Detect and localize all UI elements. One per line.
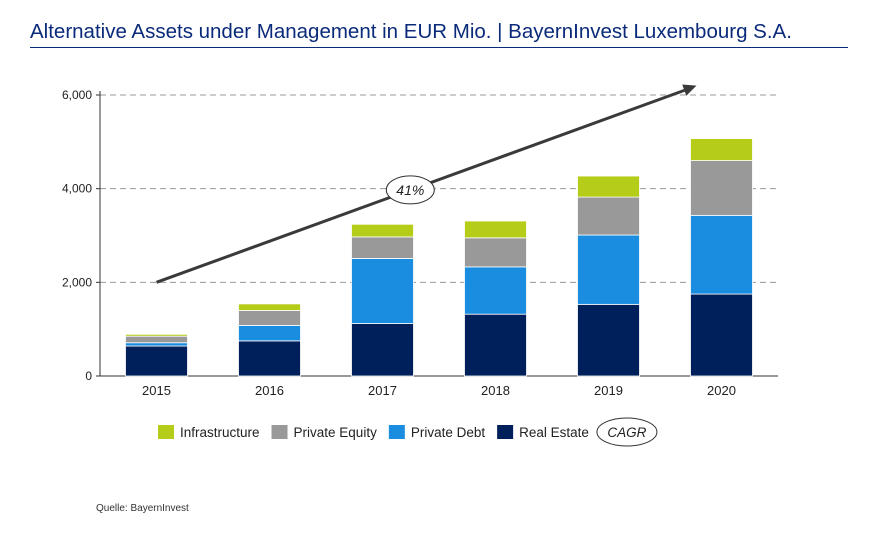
- bar-segment-private-equity: [351, 236, 414, 259]
- bar-segment-real-estate: [351, 323, 414, 377]
- bar-segment-real-estate: [690, 293, 753, 377]
- legend-label: Private Debt: [411, 425, 486, 440]
- bar-segment-private-debt: [577, 234, 640, 305]
- bar-segment-private-equity: [125, 335, 188, 344]
- cagr-value-label: 41%: [396, 182, 424, 198]
- bar-segment-infrastructure: [577, 175, 640, 198]
- bar-segment-private-debt: [351, 258, 414, 324]
- bar-segment-infrastructure: [351, 223, 414, 238]
- bar-segment-infrastructure: [464, 220, 527, 239]
- x-tick-label: 2017: [368, 383, 397, 398]
- bar-segment-private-equity: [238, 310, 301, 326]
- source-note: Quelle: BayernInvest: [96, 503, 189, 514]
- y-tick-label: 0: [85, 369, 92, 383]
- bar-segment-infrastructure: [125, 333, 188, 337]
- legend-label: Private Equity: [294, 425, 378, 440]
- bar-segment-private-debt: [125, 342, 188, 347]
- legend-swatch: [158, 425, 174, 439]
- title-divider: [30, 47, 848, 48]
- bar-segment-private-debt: [238, 325, 301, 342]
- legend-swatch: [271, 425, 288, 439]
- bar-segment-real-estate: [577, 303, 640, 377]
- bar-segment-private-debt: [690, 214, 753, 295]
- bar-segment-real-estate: [238, 340, 301, 377]
- bar-segment-private-equity: [577, 196, 640, 236]
- y-tick-label: 6,000: [62, 88, 92, 102]
- y-tick-label: 4,000: [62, 182, 92, 196]
- bar-segment-infrastructure: [690, 138, 753, 161]
- x-tick-label: 2016: [255, 383, 284, 398]
- legend-swatch: [388, 425, 405, 439]
- legend-cagr-label: CAGR: [607, 425, 646, 440]
- bar-segment-real-estate: [125, 345, 188, 377]
- cagr-arrow-head: [682, 84, 697, 96]
- legend-swatch: [497, 425, 514, 439]
- cagr-label-bubble: [385, 175, 435, 205]
- x-tick-label: 2019: [594, 383, 623, 398]
- page-title: Alternative Assets under Management in E…: [30, 20, 792, 43]
- bar-segment-private-equity: [690, 160, 753, 216]
- bar-segment-real-estate: [464, 313, 527, 377]
- x-tick-label: 2018: [481, 383, 510, 398]
- x-tick-label: 2015: [142, 383, 171, 398]
- legend-cagr-bubble: [596, 417, 658, 447]
- bar-segment-private-equity: [464, 237, 527, 268]
- y-tick-label: 2,000: [62, 275, 92, 289]
- legend-label: Real Estate: [519, 425, 589, 440]
- x-tick-label: 2020: [707, 383, 736, 398]
- legend-label: Infrastructure: [180, 425, 260, 440]
- bar-segment-private-debt: [464, 266, 527, 315]
- bar-segment-infrastructure: [238, 303, 301, 311]
